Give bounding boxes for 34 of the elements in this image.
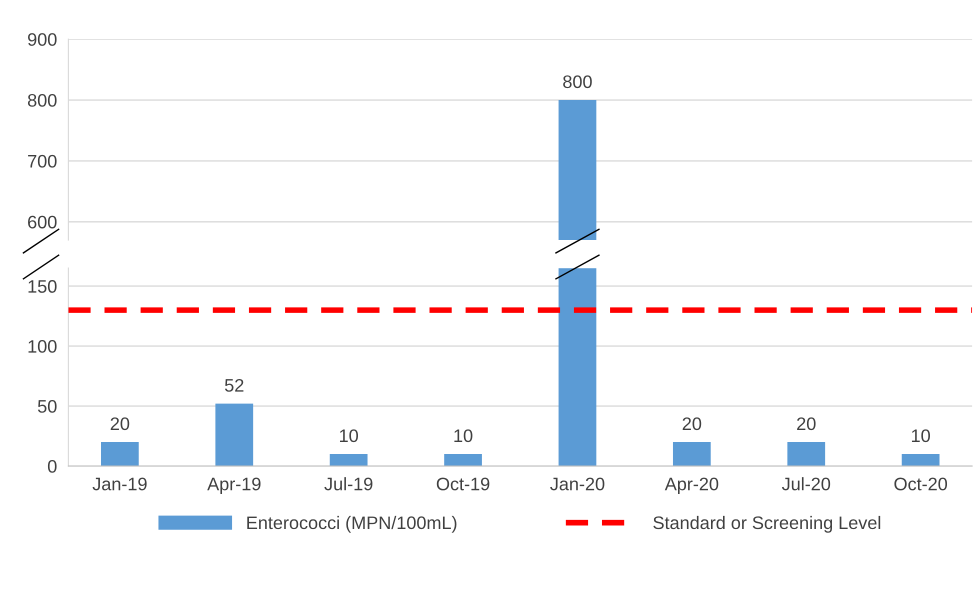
y-tick-label: 150 bbox=[28, 280, 57, 293]
y-tick-label: 50 bbox=[38, 400, 57, 413]
bar bbox=[787, 442, 826, 466]
x-tick-label: Jan-19 bbox=[92, 478, 147, 490]
data-label: 10 bbox=[454, 429, 472, 442]
data-label: 20 bbox=[797, 417, 816, 430]
x-tick-label: Jan-20 bbox=[550, 478, 604, 490]
bar bbox=[672, 442, 711, 466]
bar bbox=[215, 404, 254, 466]
y-tick-label: 0 bbox=[48, 460, 57, 473]
data-label: 10 bbox=[340, 429, 358, 442]
bar bbox=[330, 454, 368, 466]
data-label: 10 bbox=[912, 429, 930, 442]
data-label: 20 bbox=[682, 417, 702, 430]
x-tick-label: Jul-20 bbox=[782, 477, 830, 490]
legend-label: Enterococci (MPN/100mL) bbox=[247, 516, 456, 533]
x-tick-label: Apr-19 bbox=[207, 478, 261, 494]
x-tick-label: Oct-19 bbox=[436, 478, 490, 490]
y-tick-label: 100 bbox=[28, 340, 57, 353]
x-tick-label: Oct-20 bbox=[894, 478, 948, 490]
y-tick-label: 600 bbox=[28, 216, 57, 228]
x-tick-label: Apr-20 bbox=[664, 478, 718, 494]
bar bbox=[902, 454, 940, 466]
y-tick-label: 700 bbox=[28, 154, 57, 168]
x-tick-label: Jul-19 bbox=[324, 477, 372, 490]
y-tick-label: 900 bbox=[28, 33, 57, 46]
data-label: 52 bbox=[224, 378, 244, 392]
data-label: 800 bbox=[563, 75, 592, 88]
y-tick-label: 800 bbox=[28, 94, 57, 107]
bar bbox=[444, 454, 482, 466]
bar bbox=[558, 268, 596, 466]
legend-label: Standard or Screening Level bbox=[653, 516, 880, 533]
data-label: 20 bbox=[110, 417, 130, 430]
bar bbox=[100, 442, 139, 466]
